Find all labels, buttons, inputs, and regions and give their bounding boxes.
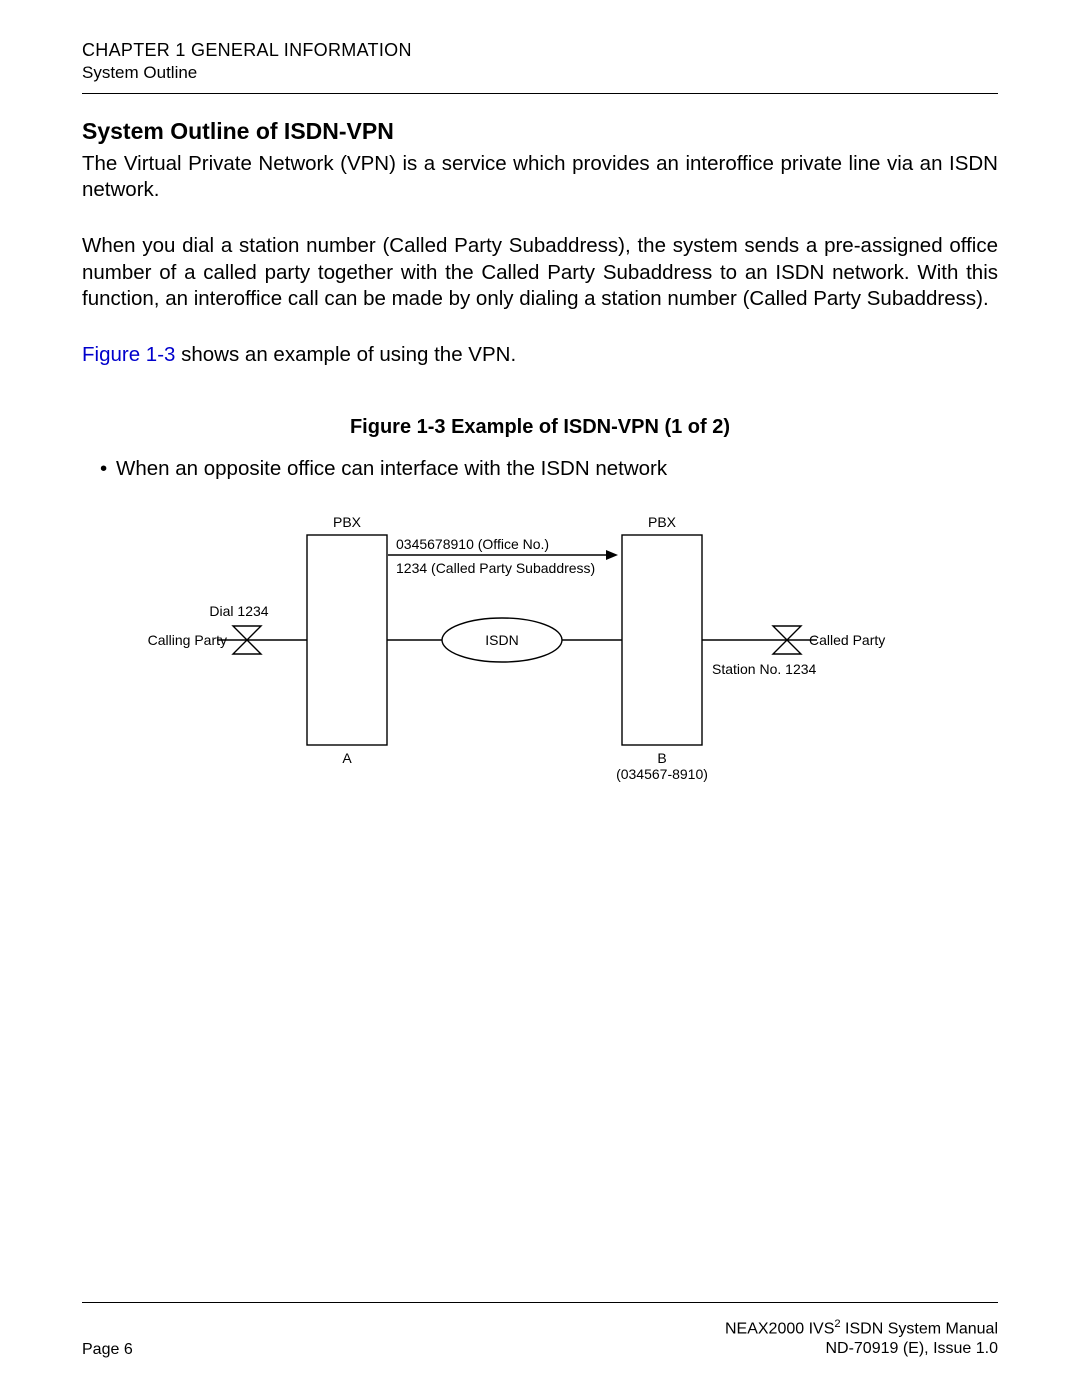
manual-title: NEAX2000 IVS2 ISDN System Manual [725, 1317, 998, 1339]
manual-post: ISDN System Manual [841, 1320, 998, 1337]
svg-text:Calling Party: Calling Party [148, 632, 227, 648]
diagram: PBX A PBX B(034567-8910) ISDN 0345678910 (Off… [82, 505, 998, 810]
footer-rule [82, 1302, 998, 1303]
figure-bullet: •When an opposite office can interface w… [100, 457, 998, 481]
svg-text:Called Party: Called Party [809, 632, 885, 648]
svg-text:B: B [657, 750, 666, 766]
page: CHAPTER 1 GENERAL INFORMATION System Out… [0, 0, 1080, 1397]
paragraph-2: When you dial a station number (Called P… [82, 233, 998, 312]
figure-title: Figure 1-3 Example of ISDN-VPN (1 of 2) [82, 416, 998, 439]
page-number: Page 6 [82, 1341, 133, 1359]
svg-text:0345678910 (Office No.): 0345678910 (Office No.) [396, 536, 549, 552]
header-sub: System Outline [82, 63, 998, 83]
paragraph-1: The Virtual Private Network (VPN) is a s… [82, 151, 998, 203]
paragraph-3-rest: shows an example of using the VPN. [175, 343, 516, 366]
figure-reference-link[interactable]: Figure 1-3 [82, 343, 175, 366]
section-title: System Outline of ISDN-VPN [82, 118, 998, 145]
bullet-icon: • [100, 457, 116, 481]
header-chapter: CHAPTER 1 GENERAL INFORMATION [82, 40, 998, 61]
svg-text:PBX: PBX [648, 514, 677, 530]
svg-text:Dial 1234: Dial 1234 [209, 603, 268, 619]
svg-text:Station No. 1234: Station No. 1234 [712, 661, 817, 677]
doc-number: ND-70919 (E), Issue 1.0 [725, 1339, 998, 1359]
svg-text:ISDN: ISDN [485, 632, 518, 648]
svg-text:PBX: PBX [333, 514, 362, 530]
svg-text:A: A [342, 750, 352, 766]
paragraph-3: Figure 1-3 shows an example of using the… [82, 342, 998, 368]
svg-text:1234 (Called Party Subaddress): 1234 (Called Party Subaddress) [396, 560, 595, 576]
footer: Page 6 NEAX2000 IVS2 ISDN System Manual … [82, 1302, 998, 1359]
svg-text:(034567-8910): (034567-8910) [616, 766, 708, 782]
isdn-vpn-diagram: PBX A PBX B(034567-8910) ISDN 0345678910 (Off… [82, 505, 1002, 805]
figure-bullet-text: When an opposite office can interface wi… [116, 457, 667, 480]
manual-pre: NEAX2000 IVS [725, 1320, 834, 1337]
footer-right: NEAX2000 IVS2 ISDN System Manual ND-7091… [725, 1317, 998, 1359]
header-rule [82, 93, 998, 94]
